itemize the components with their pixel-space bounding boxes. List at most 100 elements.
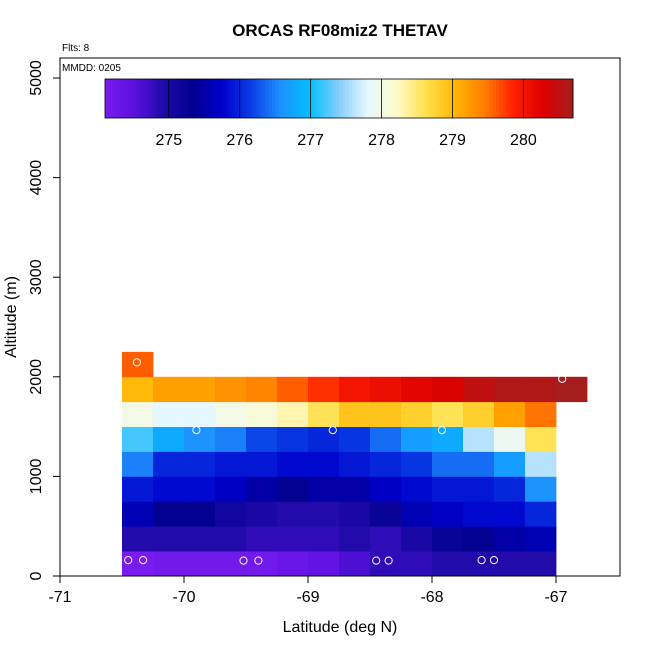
- heatmap-cell: [122, 401, 154, 427]
- colorbar-segment: [121, 79, 126, 118]
- heatmap-cell: [122, 426, 154, 452]
- colorbar-segment: [215, 79, 220, 118]
- heatmap-cell: [277, 426, 309, 452]
- colorbar-segment: [225, 79, 230, 118]
- colorbar-segment: [569, 79, 574, 118]
- heatmap-cell: [370, 501, 402, 527]
- colorbar-segment: [115, 79, 119, 118]
- flight-marker: [124, 556, 133, 565]
- heatmap-cell: [401, 376, 433, 403]
- heatmap-cell: [153, 551, 185, 577]
- flight-marker: [328, 426, 337, 435]
- colorbar-segment: [135, 79, 139, 118]
- colorbar-segment: [442, 79, 447, 118]
- colorbar-segment: [476, 79, 480, 118]
- x-axis: -71 -70 -69 -68 -67: [48, 575, 568, 606]
- heatmap-cell: [153, 501, 185, 527]
- colorbar-segment: [288, 79, 293, 118]
- heatmap-cell: [463, 551, 495, 577]
- colorbar-segment: [422, 79, 427, 118]
- colorbar-segment: [509, 79, 514, 118]
- flight-marker: [384, 556, 393, 565]
- heatmap-cell: [215, 401, 247, 427]
- heatmap-cell: [432, 501, 464, 527]
- flight-marker: [477, 556, 486, 565]
- colorbar-segment: [425, 79, 430, 118]
- heatmap-cell: [432, 451, 464, 477]
- colorbar-segment: [201, 79, 206, 118]
- heatmap-cell: [370, 476, 402, 502]
- heatmap-cell: [401, 476, 433, 502]
- chart-title: ORCAS RF08miz2 THETAV: [232, 21, 448, 40]
- colorbar-segment: [359, 79, 363, 118]
- colorbar-segment: [526, 79, 531, 118]
- heatmap-cell: [463, 526, 495, 552]
- colorbar-segment: [552, 79, 557, 118]
- heatmap-cell: [494, 376, 526, 403]
- colorbar-segment: [462, 79, 467, 118]
- heatmap-cell: [246, 376, 278, 403]
- colorbar-tick-label: 275: [155, 132, 182, 149]
- colorbar-segment: [512, 79, 517, 118]
- colorbar-segment: [205, 79, 210, 118]
- colorbar-segment: [352, 79, 357, 118]
- colorbar-segment: [111, 79, 116, 118]
- y-axis-label: Altitude (m): [3, 276, 20, 358]
- colorbar-segment: [322, 79, 327, 118]
- colorbar-segment: [302, 79, 307, 118]
- colorbar-segment: [405, 79, 410, 118]
- flight-marker: [192, 426, 201, 435]
- x-tick-label: -67: [544, 589, 567, 606]
- heatmap-cell: [215, 426, 247, 452]
- colorbar-segment: [482, 79, 487, 118]
- colorbar-segment: [542, 79, 547, 118]
- heatmap-cell: [370, 451, 402, 477]
- colorbar-tick-label: 276: [226, 132, 253, 149]
- heatmap-cell: [370, 526, 402, 552]
- colorbar-segment: [382, 79, 387, 118]
- colorbar-segment: [161, 79, 166, 118]
- colorbar-segment: [222, 79, 226, 118]
- colorbar-segment: [248, 79, 253, 118]
- colorbar-segment: [486, 79, 490, 118]
- colorbar-segment: [546, 79, 551, 118]
- colorbar-segment: [549, 79, 554, 118]
- heatmap-cell: [494, 401, 526, 427]
- heatmap-cell: [525, 551, 557, 577]
- flights-annotation: Flts: 8: [62, 43, 90, 54]
- heatmap-cell: [122, 476, 154, 502]
- heatmap-cell: [494, 501, 526, 527]
- colorbar-segment: [362, 79, 367, 118]
- colorbar-segment: [355, 79, 360, 118]
- heatmap-cell: [246, 451, 278, 477]
- heatmap-cell: [184, 476, 216, 502]
- heatmap-cell: [215, 451, 247, 477]
- x-tick-label: -71: [48, 589, 71, 606]
- colorbar-segment: [131, 79, 136, 118]
- colorbar-segment: [399, 79, 404, 118]
- colorbar-segment: [141, 79, 146, 118]
- heatmap-cell: [432, 426, 464, 452]
- colorbar-segment: [298, 79, 303, 118]
- colorbar-segment: [155, 79, 159, 118]
- heatmap-cell: [308, 501, 340, 527]
- x-tick-label: -69: [296, 589, 319, 606]
- colorbar-segment: [105, 79, 109, 118]
- colorbar-segment: [365, 79, 370, 118]
- colorbar-segment: [171, 79, 176, 118]
- colorbar-segment: [325, 79, 330, 118]
- colorbar-segment: [429, 79, 434, 118]
- heatmap-cell: [184, 451, 216, 477]
- colorbar-segment: [502, 79, 507, 118]
- colorbar-segment: [332, 79, 337, 118]
- heatmap-cell: [339, 426, 371, 452]
- heatmap-cell: [432, 551, 464, 577]
- heatmap-cell: [277, 376, 309, 403]
- colorbar-segment: [158, 79, 163, 118]
- colorbar-segment: [255, 79, 260, 118]
- colorbar-segment: [472, 79, 477, 118]
- y-tick-label: 3000: [28, 259, 45, 295]
- colorbar-segment: [175, 79, 180, 118]
- heatmap-cell: [463, 426, 495, 452]
- colorbar-segment: [449, 79, 454, 118]
